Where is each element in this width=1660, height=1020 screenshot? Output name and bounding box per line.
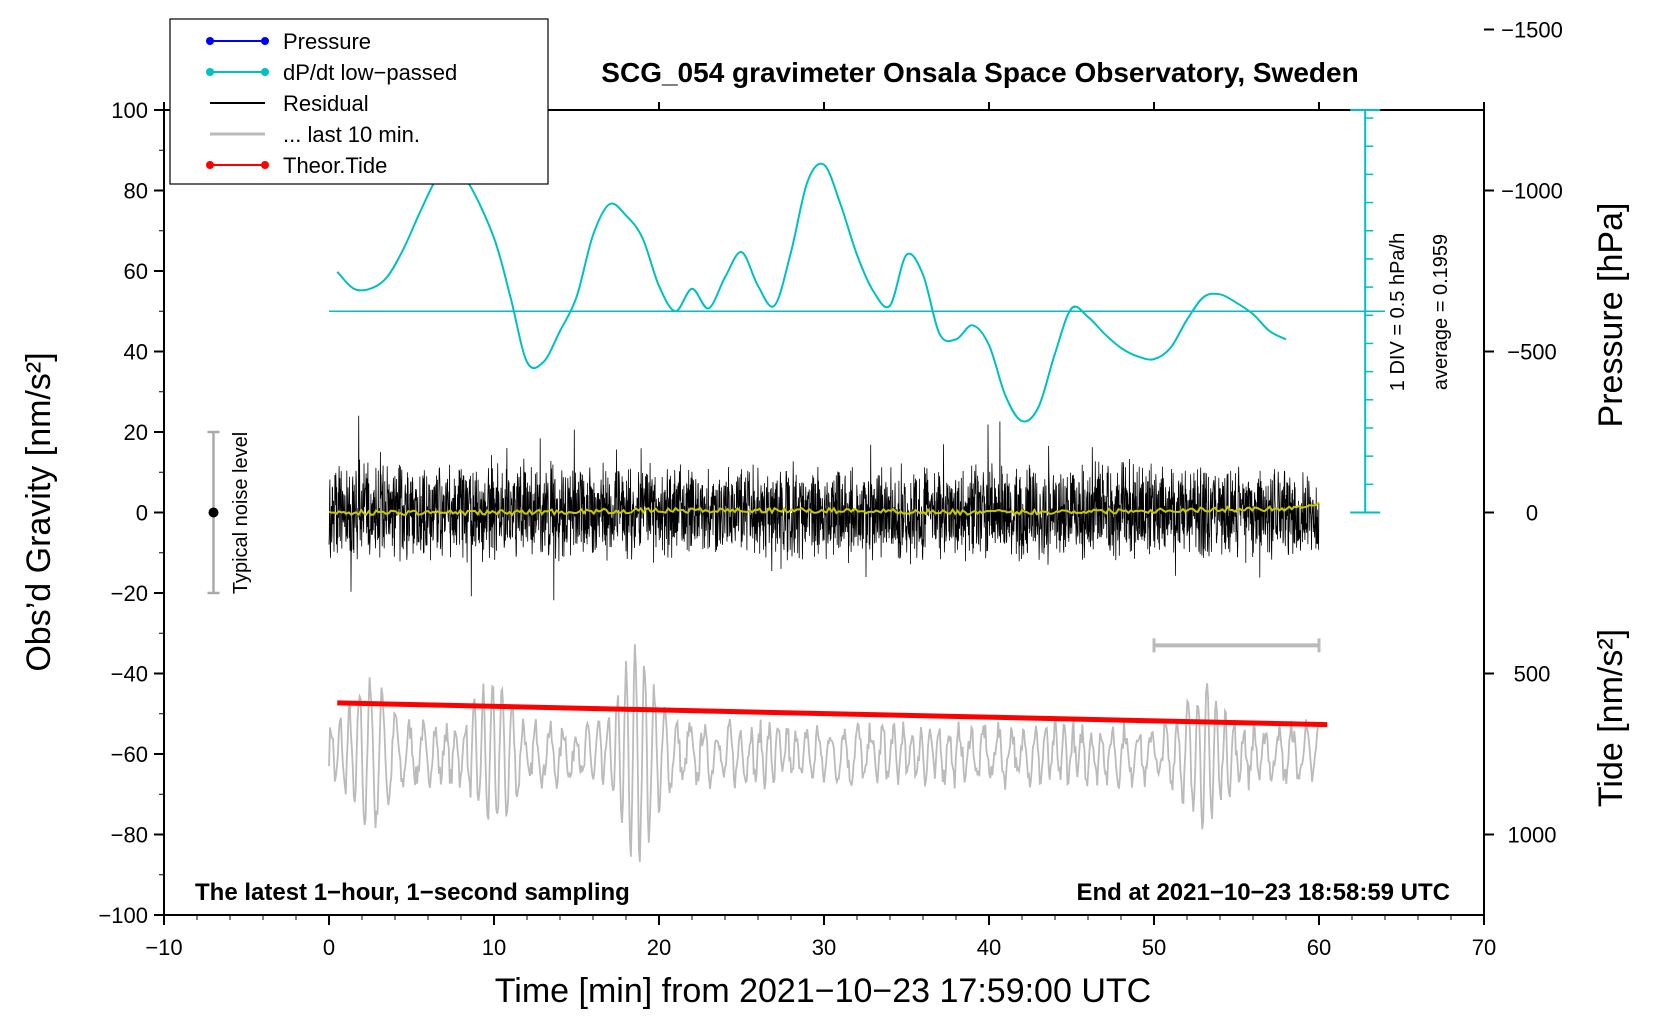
y-tick-label: 20 (124, 420, 148, 445)
tide-tick-label: −1000 (1501, 179, 1563, 204)
tide-axis-label: Tide [nm/s²] (1592, 629, 1630, 807)
tide-tick-label: 0 (1526, 501, 1538, 526)
legend-marker (261, 37, 269, 45)
y-tick-label: −20 (111, 581, 148, 606)
x-axis-label: Time [min] from 2021−10−23 17:59:00 UTC (495, 972, 1151, 1010)
legend-label: ... last 10 min. (283, 122, 420, 147)
legend-box (169, 18, 549, 185)
legend-label: Pressure (283, 29, 371, 54)
series-residual-smoothed (328, 501, 1320, 517)
y-tick-label: 40 (124, 340, 148, 365)
annotation-end-time: End at 2021−10−23 18:58:59 UTC (1076, 879, 1450, 906)
x-tick-label: 40 (977, 935, 1001, 960)
chart-title: SCG_054 gravimeter Onsala Space Observat… (601, 57, 1358, 88)
x-tick-label: 50 (1142, 935, 1166, 960)
x-tick-label: 20 (647, 935, 671, 960)
x-tick-label: 60 (1307, 935, 1331, 960)
y-tick-label: −100 (98, 903, 148, 928)
legend-marker (261, 161, 269, 169)
y-axis-label: Obs’d Gravity [nm/s²] (20, 352, 58, 671)
legend-marker (206, 161, 214, 169)
series-dpdt (336, 162, 1287, 423)
x-tick-label: −10 (145, 935, 182, 960)
annotation-noise-level: Typical noise level (230, 432, 252, 594)
legend-entries: Pressure dP/dt low−passed Residual ... last… (206, 29, 457, 178)
series-last-10-min (328, 644, 1319, 863)
y-tick-label: 100 (111, 98, 148, 123)
y-tick-label: −40 (111, 662, 148, 687)
y-tick-label: −60 (111, 742, 148, 767)
series-theor-tide (337, 700, 1328, 728)
annotation-sampling: The latest 1−hour, 1−second sampling (195, 879, 630, 906)
y-tick-label: 0 (136, 501, 148, 526)
annotation-div: 1 DIV = 0.5 hPa/h (1387, 233, 1409, 391)
tick-labels: −10 0 10 20 30 40 50 60 70−100−80−60−40−20020406… (98, 18, 1563, 961)
y-tick-label: 60 (124, 259, 148, 284)
noise-bar-center (208, 507, 219, 518)
x-tick-label: 10 (482, 935, 506, 960)
legend-marker (261, 68, 269, 76)
x-tick-label: 70 (1472, 935, 1496, 960)
legend-label: Theor.Tide (283, 153, 387, 178)
tide-tick-label: 1000 (1508, 823, 1557, 848)
y-tick-label: −80 (111, 823, 148, 848)
legend-marker (206, 37, 214, 45)
legend-label: dP/dt low−passed (283, 60, 457, 85)
annotation-average: average = 0.1959 (1430, 234, 1452, 390)
legend-label: Residual (283, 91, 369, 116)
pressure-axis-label: Pressure [hPa] (1592, 203, 1630, 428)
tide-tick-label: −500 (1507, 340, 1557, 365)
x-tick-label: 0 (323, 935, 335, 960)
legend-marker (206, 68, 214, 76)
legend: Pressure dP/dt low−passed Residual ... last… (169, 18, 549, 185)
tide-tick-label: 500 (1514, 662, 1551, 687)
x-tick-label: 30 (812, 935, 836, 960)
series-residual (328, 415, 1320, 601)
y-tick-label: 80 (124, 179, 148, 204)
tide-tick-label: −1500 (1501, 18, 1563, 43)
series-layer (207, 109, 1385, 863)
